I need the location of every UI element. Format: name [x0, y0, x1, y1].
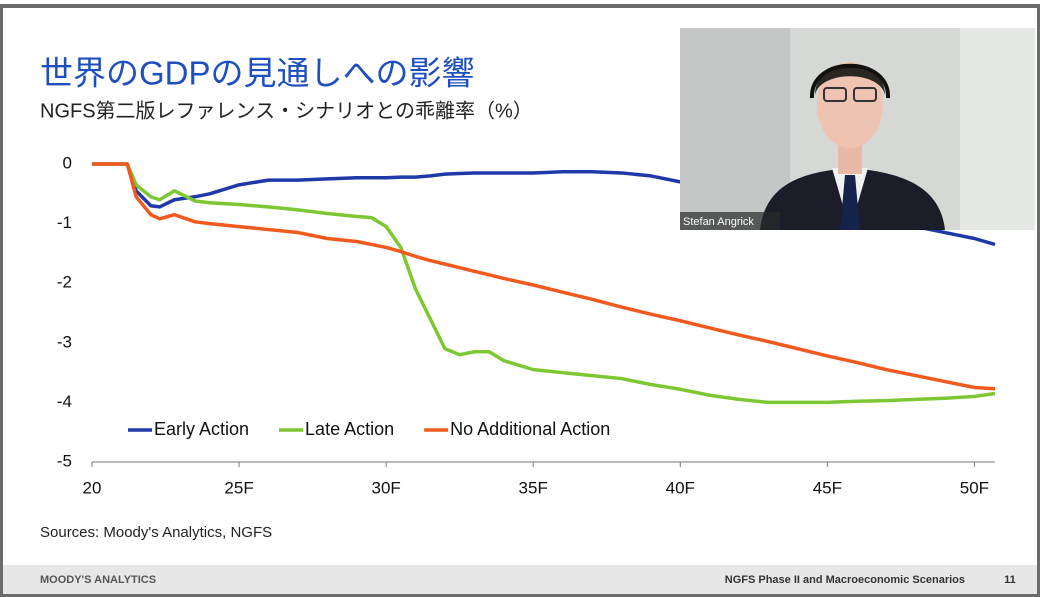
webcam-window [960, 28, 1035, 230]
page-number: 11 [1004, 574, 1016, 586]
chart-title: 世界のGDPの見通しへの影響 [40, 55, 475, 92]
page: 世界のGDPの見通しへの影響 NGFS第二版レファレンス・シナリオとの乖離率（%… [0, 0, 1040, 597]
y-tick-label: 0 [63, 153, 72, 172]
y-tick-label: -3 [57, 332, 72, 351]
legend-label: Late Action [305, 419, 394, 439]
x-tick-label: 25F [224, 478, 253, 497]
x-tick-label: 45F [813, 478, 842, 497]
footer-brand: MOODY'S ANALYTICS [40, 574, 156, 586]
webcam-name: Stefan Angrick [683, 216, 754, 228]
y-tick-label: -1 [57, 213, 72, 232]
x-tick-label: 30F [371, 478, 400, 497]
slide: 世界のGDPの見通しへの影響 NGFS第二版レファレンス・シナリオとの乖離率（%… [0, 0, 1040, 597]
x-tick-label: 40F [666, 478, 695, 497]
footer-title: NGFS Phase II and Macroeconomic Scenario… [725, 574, 965, 586]
x-tick-label: 20 [83, 478, 102, 497]
source-note: Sources: Moody's Analytics, NGFS [40, 524, 272, 541]
legend-label: Early Action [154, 419, 249, 439]
y-tick-label: -2 [57, 273, 72, 292]
x-tick-label: 35F [519, 478, 548, 497]
y-tick-label: -5 [57, 451, 72, 470]
legend-label: No Additional Action [450, 419, 610, 439]
webcam: Stefan Angrick [680, 28, 1035, 230]
chart-subtitle: NGFS第二版レファレンス・シナリオとの乖離率（%） [40, 99, 533, 122]
x-tick-label: 50F [960, 478, 989, 497]
y-tick-label: -4 [57, 392, 72, 411]
